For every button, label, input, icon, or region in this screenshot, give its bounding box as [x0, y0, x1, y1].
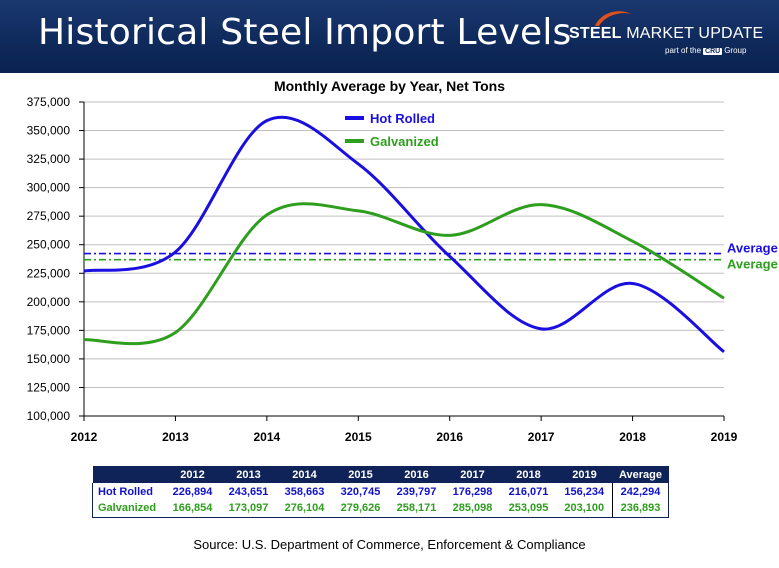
x-tick-label: 2019	[711, 430, 738, 444]
table-header-cell	[92, 466, 165, 483]
y-tick-label: 350,000	[27, 124, 71, 138]
y-tick-label: 125,000	[27, 380, 71, 394]
table-header-cell: 2012	[164, 466, 221, 483]
table-cell: 176,298	[452, 485, 493, 498]
logo-swoosh-icon	[595, 11, 631, 26]
legend-label: Hot Rolled	[370, 111, 435, 126]
table-cell: 279,626	[332, 500, 389, 518]
y-tick-label: 200,000	[27, 295, 71, 309]
x-tick-label: 2014	[254, 430, 281, 444]
table-cell: 216,071	[508, 485, 549, 498]
logo-tagline: part of the CRU Group	[665, 46, 747, 55]
y-tick-label: 175,000	[27, 323, 71, 337]
table-header-cell: 2016	[388, 466, 445, 483]
table-cell: 166,854	[164, 500, 221, 518]
page-title: Historical Steel Import Levels	[38, 12, 572, 53]
y-tick-label: 325,000	[27, 152, 71, 166]
table-row-galvanized: Galvanized 166,854 173,097 276,104 279,6…	[92, 500, 669, 518]
table-header-cell: 2017	[444, 466, 501, 483]
table-cell: 156,234	[564, 485, 605, 498]
table-header-cell: 2013	[220, 466, 277, 483]
table-cell: 276,104	[276, 500, 333, 518]
average-label: Average	[727, 241, 778, 256]
table-cell: 258,171	[388, 500, 445, 518]
table-cell: 239,797	[396, 485, 437, 498]
source-note: Source: U.S. Department of Commerce, Enf…	[193, 537, 586, 552]
table-cell: 358,663	[284, 485, 325, 498]
table-cell: 253,095	[500, 500, 557, 518]
table-cell-average: 242,294	[612, 483, 669, 500]
table-cell: 320,745	[340, 485, 381, 498]
table-header-row: 2012 2013 2014 2015 2016 2017 2018 2019 …	[92, 466, 669, 483]
series-line-hot-rolled	[83, 115, 725, 353]
table-row-hot-rolled: Hot Rolled 226,894 243,651 358,663 320,7…	[92, 483, 669, 500]
legend-label: Galvanized	[370, 134, 439, 149]
average-label: Average	[727, 257, 778, 272]
data-table: 2012 2013 2014 2015 2016 2017 2018 2019 …	[92, 466, 669, 518]
cru-badge: CRU	[703, 48, 723, 55]
line-chart: 100,000 125,000 150,000 175,000 200,000 225,0…	[27, 95, 778, 444]
table-row-label: Hot Rolled	[92, 483, 165, 500]
x-tick-label: 2012	[71, 430, 98, 444]
table-header-cell: Average	[612, 466, 669, 483]
table-header-cell: 2019	[556, 466, 613, 483]
series-line-galvanized	[83, 202, 725, 346]
y-tick-label: 275,000	[27, 209, 71, 223]
x-tick-label: 2016	[436, 430, 463, 444]
table-cell: 285,098	[444, 500, 501, 518]
y-tick-label: 150,000	[27, 352, 71, 366]
y-tick-label: 250,000	[27, 238, 71, 252]
header-banner: Historical Steel Import Levels STEEL MAR…	[0, 0, 779, 73]
table-row-label: Galvanized	[92, 500, 165, 518]
y-tick-label: 100,000	[27, 409, 71, 423]
y-tick-label: 300,000	[27, 181, 71, 195]
table-cell: 243,651	[228, 485, 269, 498]
table-cell: 203,100	[556, 500, 613, 518]
x-tick-label: 2017	[528, 430, 555, 444]
x-tick-label: 2013	[162, 430, 189, 444]
steel-market-update-logo: STEEL MARKET UPDATE part of the CRU Group	[565, 8, 775, 66]
x-tick-label: 2015	[345, 430, 372, 444]
logo-name: STEEL MARKET UPDATE	[569, 25, 764, 42]
table-header-cell: 2015	[332, 466, 389, 483]
y-tick-label: 225,000	[27, 266, 71, 280]
table-cell-average: 236,893	[612, 500, 669, 518]
table-header-cell: 2014	[276, 466, 333, 483]
table-cell: 226,894	[172, 485, 213, 498]
chart-title: Monthly Average by Year, Net Tons	[273, 78, 506, 94]
x-tick-label: 2018	[619, 430, 646, 444]
table-header-cell: 2018	[500, 466, 557, 483]
y-tick-label: 375,000	[27, 95, 71, 109]
table-cell: 173,097	[220, 500, 277, 518]
